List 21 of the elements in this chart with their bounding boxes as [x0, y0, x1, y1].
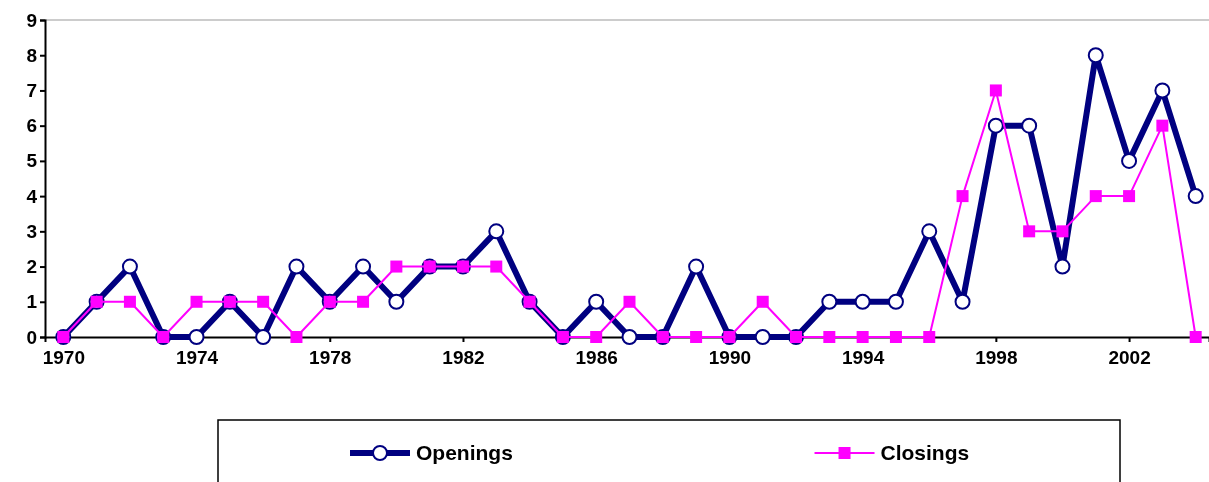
- y-tick-label: 4: [26, 185, 38, 207]
- x-tick-label: 1970: [42, 347, 85, 368]
- x-tick-label: 1986: [575, 347, 618, 368]
- x-tick-label: 2002: [1108, 347, 1151, 368]
- x-tick-label: 1982: [442, 347, 485, 368]
- y-tick-label: 9: [26, 9, 37, 31]
- legend-label: Openings: [416, 441, 513, 464]
- legend-label: Closings: [880, 441, 970, 464]
- y-tick-label: 5: [26, 150, 38, 172]
- y-tick-label: 1: [26, 291, 38, 313]
- y-tick-label: 7: [26, 80, 37, 102]
- x-tick-label: 1990: [708, 347, 752, 368]
- x-tick-label: 1998: [975, 347, 1018, 368]
- y-tick-label: 3: [26, 220, 37, 242]
- x-tick-label: 1978: [309, 347, 352, 368]
- x-tick-label: 1974: [175, 347, 219, 368]
- y-tick-label: 2: [26, 256, 37, 278]
- y-tick-label: 0: [26, 326, 37, 348]
- y-tick-label: 8: [26, 44, 37, 66]
- x-tick-label: 1994: [841, 347, 885, 368]
- y-tick-label: 6: [26, 115, 37, 137]
